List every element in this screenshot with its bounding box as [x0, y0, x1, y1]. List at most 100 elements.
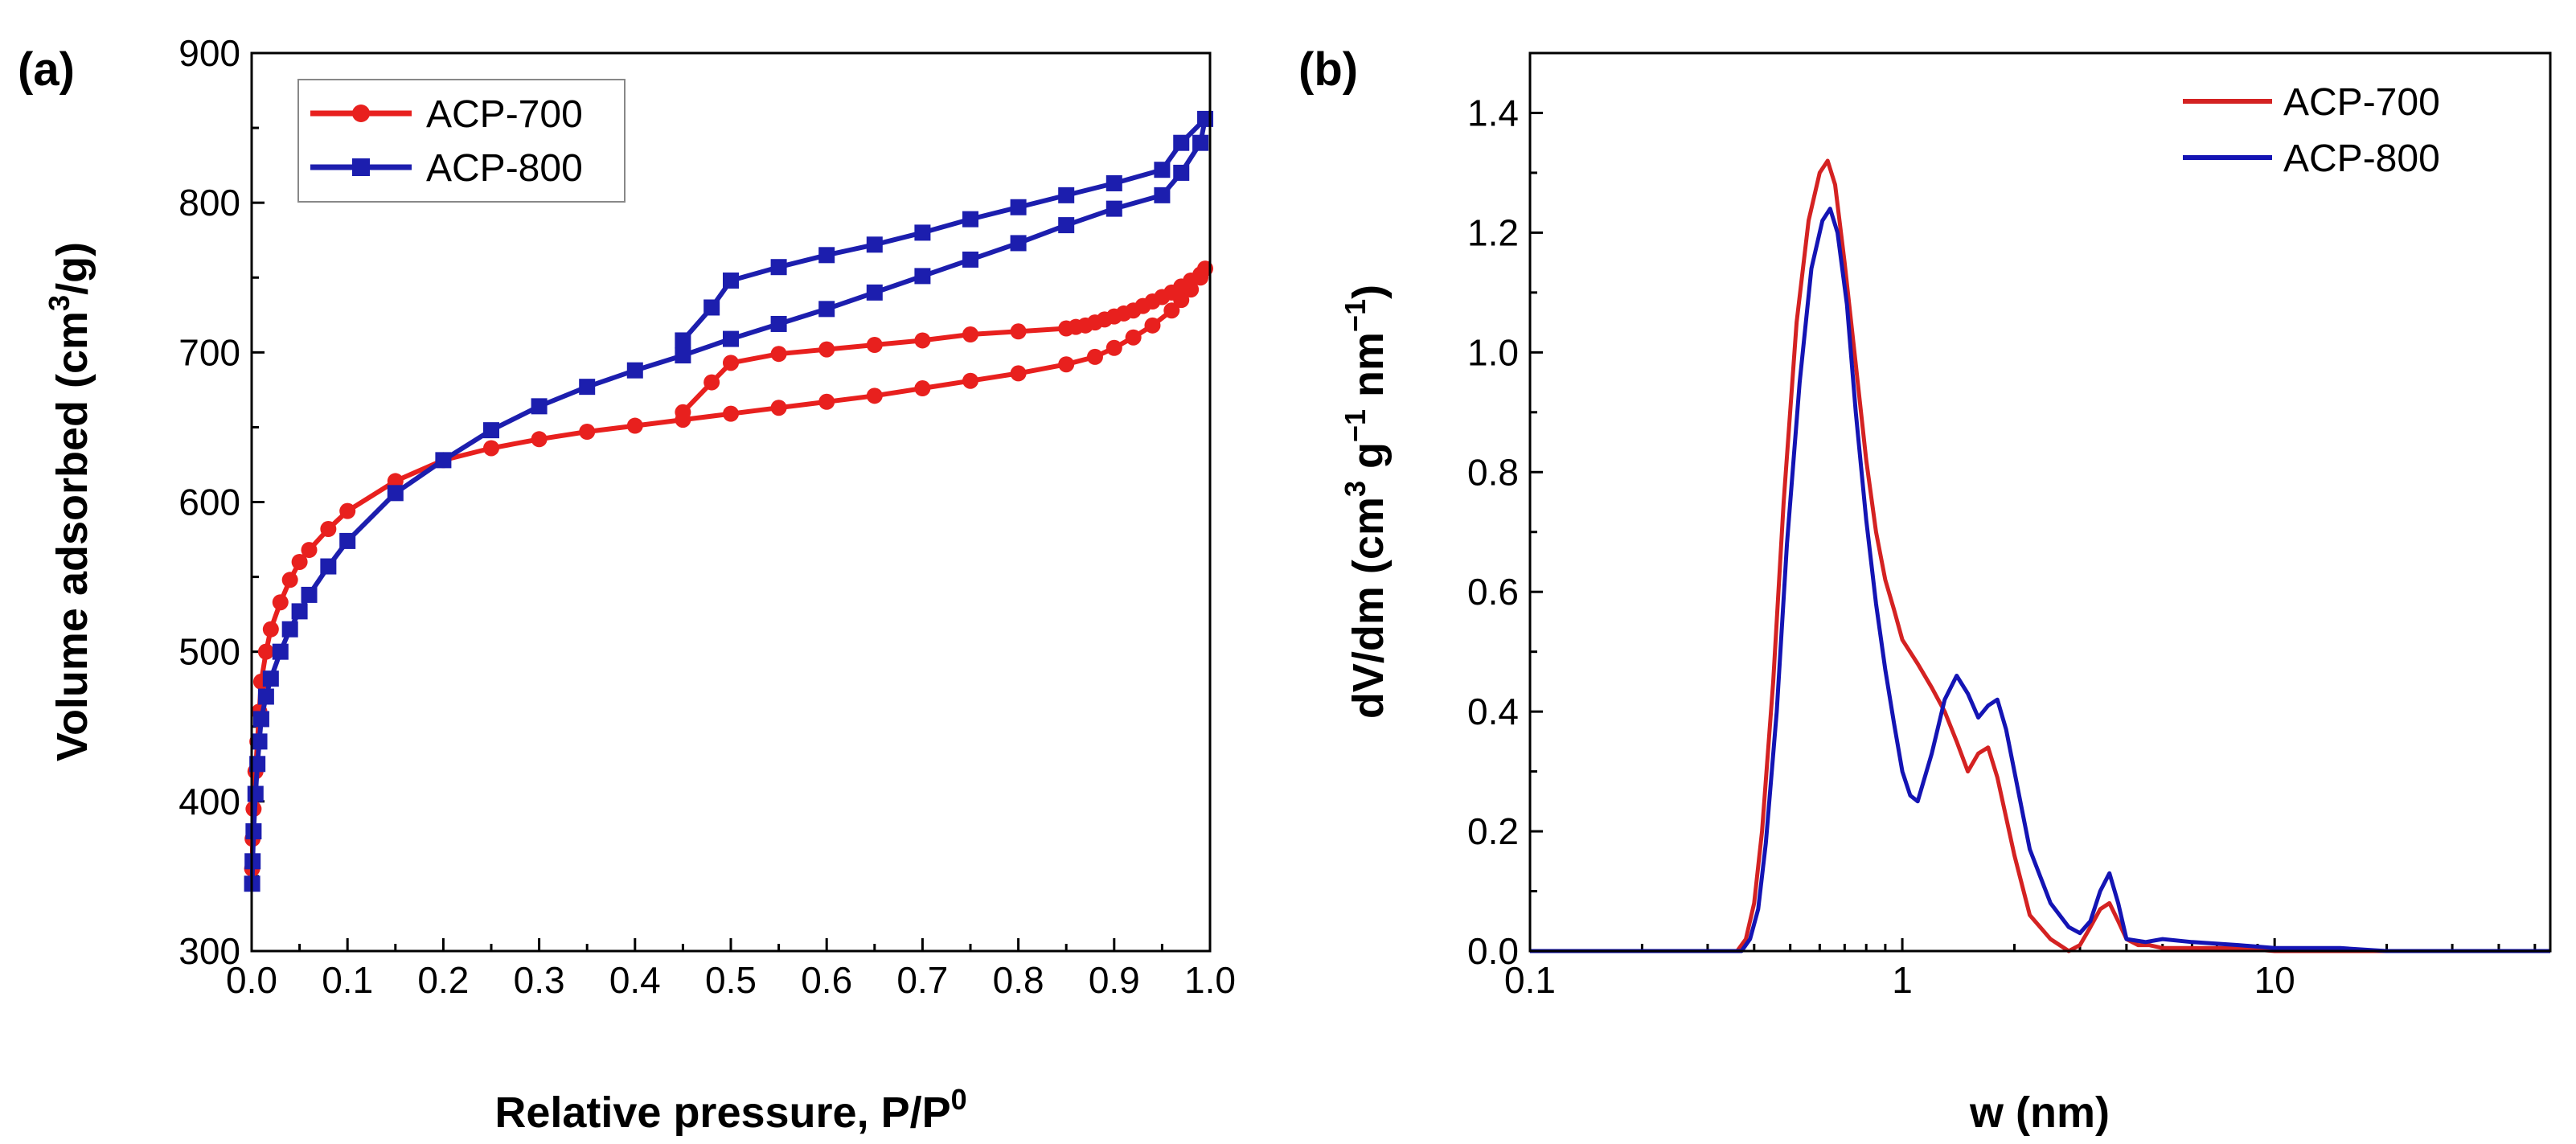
- data-point-acp-700: [723, 405, 739, 422]
- y-tick-label: 0.8: [1467, 451, 1519, 493]
- data-point-acp-800: [249, 756, 266, 773]
- data-point-acp-700: [914, 332, 931, 349]
- y-tick-label: 800: [178, 182, 240, 223]
- data-point-acp-700: [914, 380, 931, 397]
- data-point-acp-700: [1163, 302, 1180, 319]
- x-tick-label: 1: [1892, 959, 1913, 1001]
- data-point-acp-700: [1058, 320, 1075, 337]
- y-tick-label: 700: [178, 331, 240, 373]
- data-point-acp-800: [252, 711, 269, 728]
- data-point-acp-800: [962, 211, 978, 228]
- data-point-acp-800: [320, 558, 337, 575]
- data-point-acp-800: [1173, 164, 1190, 181]
- panel-a-x-axis-title: Relative pressure, P/P0: [494, 1083, 966, 1137]
- data-point-acp-800: [914, 268, 931, 285]
- data-point-acp-700: [1105, 339, 1122, 356]
- data-point-acp-800: [626, 362, 643, 379]
- data-point-acp-700: [1144, 317, 1161, 334]
- data-point-acp-800: [1154, 187, 1171, 203]
- data-point-acp-800: [247, 785, 264, 802]
- data-point-acp-800: [483, 422, 499, 439]
- data-point-acp-700: [818, 393, 835, 410]
- data-point-acp-800: [291, 603, 308, 620]
- y-tick-label: 400: [178, 781, 240, 822]
- panel-a-y-axis-title: Volume adsorbed (cm3/g): [43, 242, 96, 761]
- x-tick-label: 0.0: [226, 959, 277, 1001]
- panel-b-label: (b): [1298, 43, 1358, 96]
- y-tick-label: 1.2: [1467, 211, 1519, 253]
- data-point-acp-700: [770, 346, 787, 363]
- data-point-acp-800: [257, 688, 274, 705]
- data-point-acp-800: [245, 823, 262, 840]
- data-point-acp-700: [339, 502, 356, 519]
- data-point-acp-800: [770, 315, 787, 332]
- y-tick-label: 300: [178, 930, 240, 972]
- x-tick-label: 0.5: [705, 959, 757, 1001]
- x-tick-label: 0.1: [1504, 959, 1556, 1001]
- data-point-acp-800: [339, 532, 356, 549]
- x-tick-label: 0.7: [896, 959, 948, 1001]
- series-line-acp-800: [249, 116, 1208, 884]
- x-tick-label: 0.8: [993, 959, 1044, 1001]
- panel-a-plot-frame: [250, 51, 1212, 953]
- data-point-acp-700: [866, 387, 883, 404]
- panel-b-legend: ACP-700 ACP-800: [2183, 81, 2440, 180]
- data-point-acp-800: [387, 485, 404, 502]
- data-point-acp-700: [262, 621, 279, 638]
- data-point-acp-800: [1173, 134, 1190, 151]
- y-tick-label: 600: [178, 482, 240, 523]
- panel-a-label: (a): [18, 43, 75, 96]
- panel-b-plot-frame: [1528, 51, 2552, 953]
- data-point-acp-800: [770, 259, 787, 276]
- data-point-acp-700: [723, 355, 739, 371]
- data-point-acp-700: [626, 417, 643, 434]
- x-tick-label: 0.3: [514, 959, 565, 1001]
- y-tick-label: 1.0: [1467, 331, 1519, 373]
- data-point-acp-700: [962, 372, 978, 389]
- panel-a-legend: ACP-700 ACP-800: [297, 79, 626, 203]
- data-point-acp-800: [962, 251, 978, 268]
- data-point-acp-800: [1192, 134, 1209, 151]
- legend-acp700-marker: [352, 105, 370, 122]
- data-point-acp-800: [866, 284, 883, 301]
- data-point-acp-700: [703, 374, 720, 391]
- data-point-acp-800: [301, 586, 318, 603]
- data-point-acp-800: [435, 452, 452, 469]
- data-point-acp-800: [723, 330, 739, 347]
- data-point-acp-800: [1105, 174, 1122, 191]
- panel-b-ticks: 0.1 1 10 0.0 0.2 0.4 0.6 0.8 1.0 1.2 1.4: [1467, 51, 2537, 1001]
- x-tick-label: 0.1: [322, 959, 373, 1001]
- data-point-acp-700: [818, 341, 835, 358]
- data-point-acp-700: [675, 404, 691, 420]
- panel-a-legend-box: [297, 79, 626, 203]
- x-tick-label: 0.4: [609, 959, 661, 1001]
- data-point-acp-800: [1058, 217, 1075, 234]
- data-point-acp-700: [962, 326, 978, 342]
- data-point-acp-700: [320, 521, 337, 538]
- data-point-acp-700: [281, 572, 298, 588]
- data-point-acp-800: [1105, 200, 1122, 217]
- data-point-acp-700: [291, 553, 308, 570]
- y-tick-label: 1.4: [1467, 92, 1519, 133]
- legend-acp800-label: ACP-800: [426, 147, 583, 190]
- y-tick-label: 0.0: [1467, 930, 1519, 972]
- x-tick-label: 1.0: [1184, 959, 1236, 1001]
- legend-b-acp800-label: ACP-800: [2283, 137, 2440, 180]
- data-point-acp-700: [531, 431, 548, 448]
- data-point-acp-800: [818, 301, 835, 318]
- data-point-acp-800: [262, 670, 279, 687]
- data-point-acp-700: [1058, 356, 1075, 373]
- data-point-acp-800: [703, 299, 720, 316]
- panel-a-ticks: 0.0 0.1 0.2 0.3 0.4 0.5 0.6 0.7 0.8 0.9 1.0 300 400 5…: [178, 32, 1236, 1001]
- data-point-acp-700: [272, 594, 289, 611]
- data-point-acp-800: [914, 224, 931, 241]
- data-point-acp-800: [1010, 199, 1027, 215]
- data-point-acp-800: [531, 398, 548, 415]
- x-tick-label: 0.6: [801, 959, 852, 1001]
- panel-a-series: [244, 110, 1214, 892]
- data-point-acp-800: [675, 347, 691, 364]
- data-point-acp-800: [272, 643, 289, 660]
- x-tick-label: 0.9: [1089, 959, 1140, 1001]
- y-tick-label: 500: [178, 631, 240, 673]
- data-point-acp-700: [770, 400, 787, 416]
